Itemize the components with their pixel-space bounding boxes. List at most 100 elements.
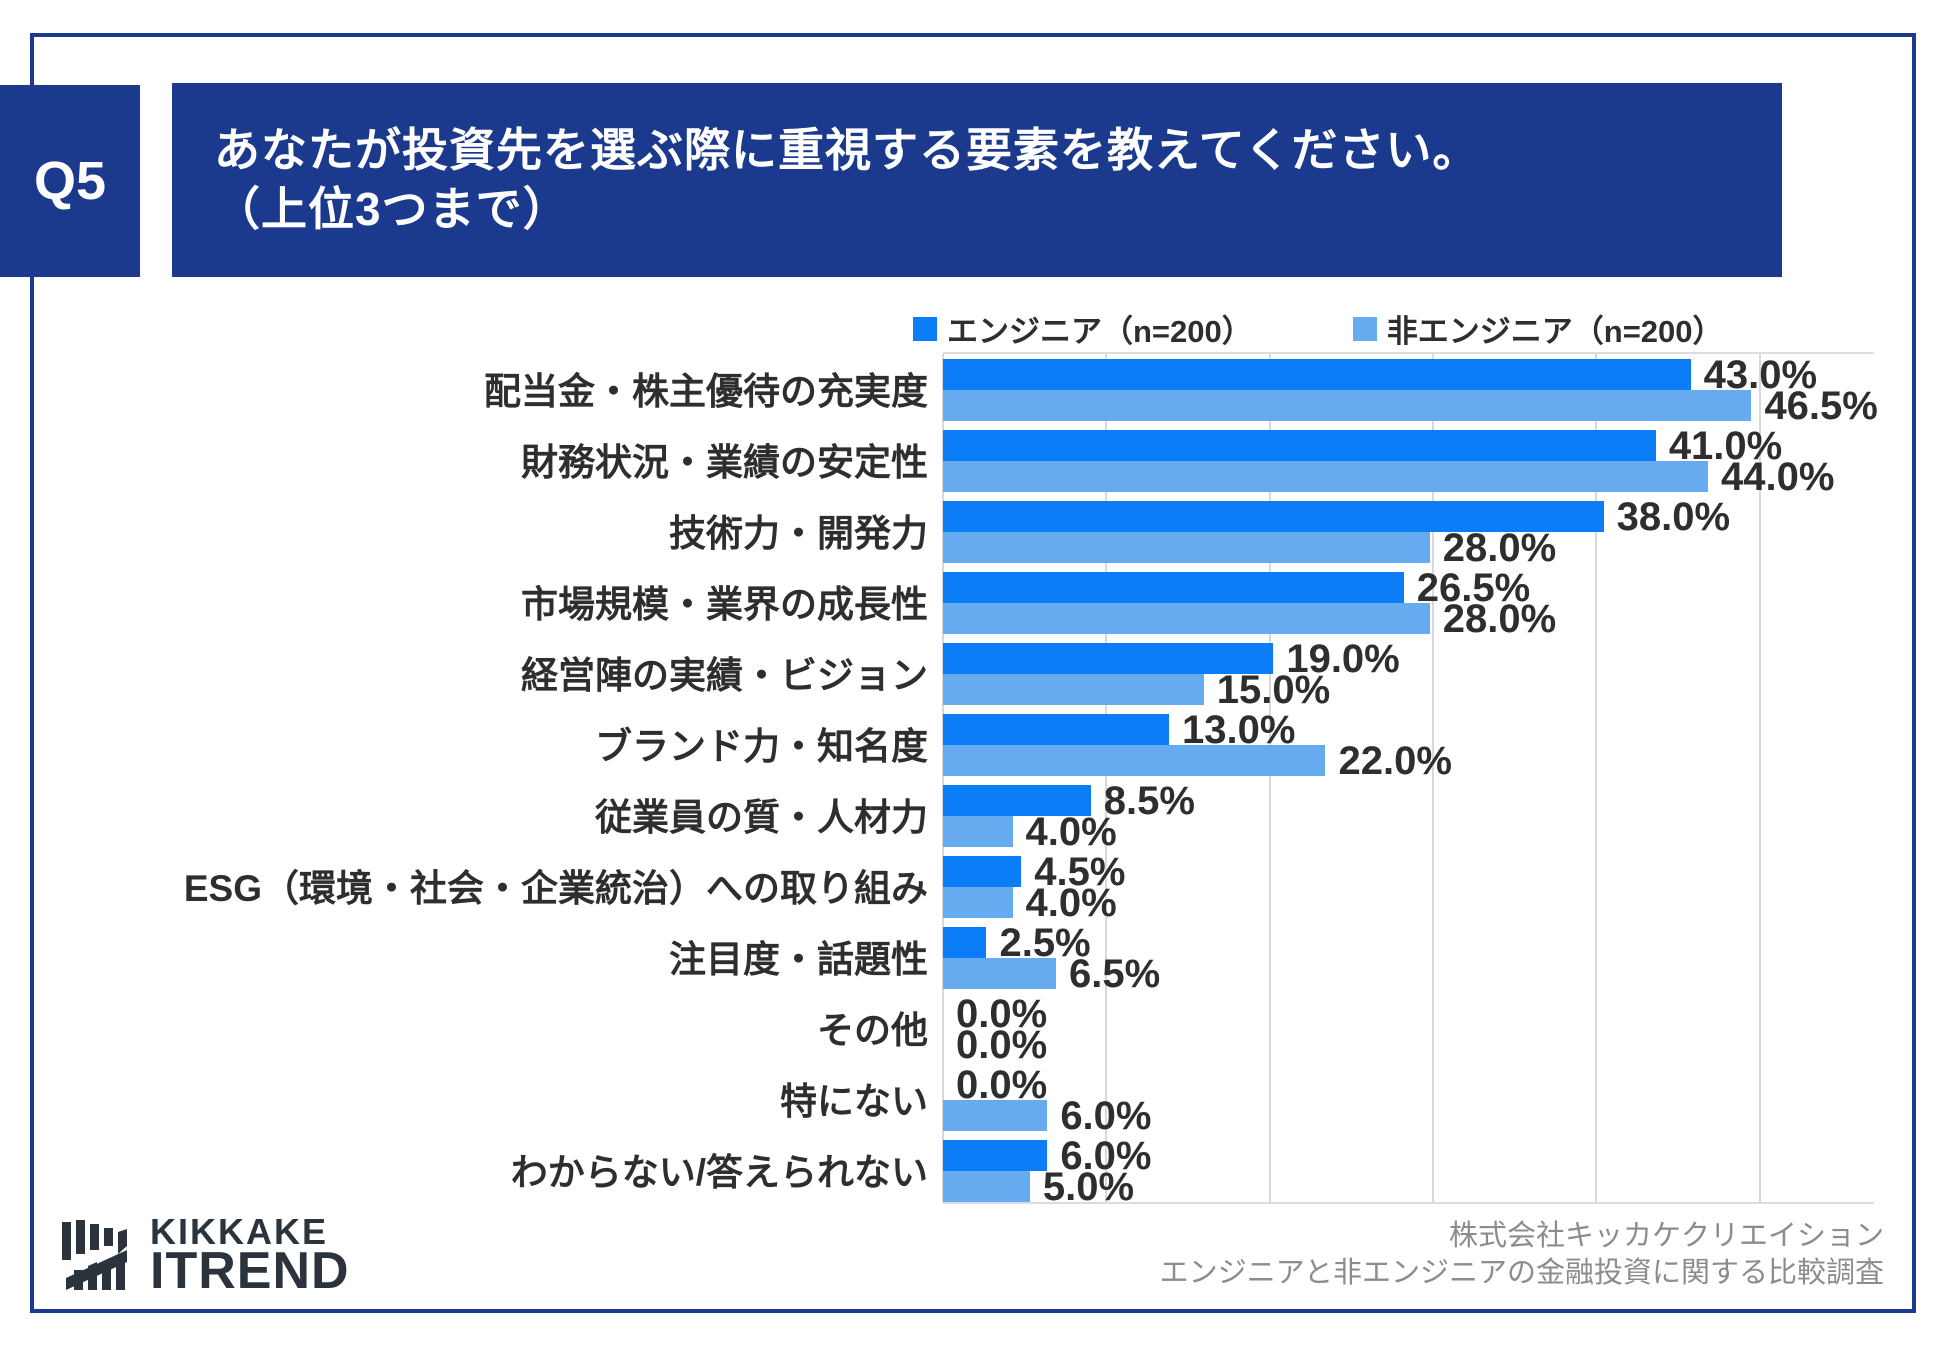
category-label: 配当金・株主優待の充実度 (484, 371, 928, 412)
bar-non-engineer (943, 1100, 1048, 1131)
bar-row: 6.5% (943, 954, 1934, 994)
legend-item-non-engineer: 非エンジニア（n=200） (1352, 306, 1724, 351)
question-number-box: Q5 (0, 85, 140, 277)
value-label: 44.0% (1720, 454, 1835, 499)
title-line-1: あなたが投資先を選ぶ際に重視する要素を教えてください。 (214, 124, 1480, 177)
gridline-50-percent (1758, 354, 1761, 1202)
value-label: 28.0% (1442, 525, 1557, 570)
legend-swatch-engineer (913, 316, 937, 341)
bar-row: 8.5% (943, 781, 1934, 821)
category-labels: 配当金・株主優待の充実度財務状況・業績の安定性技術力・開発力市場規模・業界の成長… (80, 352, 928, 1200)
bar-row: 22.0% (943, 741, 1934, 781)
category-label: 経営陣の実績・ビジョン (521, 655, 928, 696)
value-label: 4.5% (1034, 849, 1126, 894)
bar-non-engineer (943, 461, 1708, 492)
bar-row: 26.5% (943, 568, 1934, 608)
value-label: 46.5% (1764, 383, 1878, 428)
title-line-2: （上位3つまで） (214, 183, 570, 235)
bar-row: 15.0% (943, 670, 1934, 710)
bar-row: 2.5% (943, 923, 1934, 963)
bar-non-engineer (943, 816, 1013, 847)
bar-row: 44.0% (943, 457, 1934, 497)
logo-text-kikkake: KIKKAKE (150, 1211, 329, 1252)
bar-non-engineer (943, 390, 1752, 421)
value-label: 8.5% (1103, 778, 1195, 823)
value-label: 0.0% (956, 1022, 1048, 1067)
value-label: 6.0% (1060, 1093, 1152, 1138)
credit-line-2: エンジニアと非エンジニアの金融投資に関する比較調査 (1159, 1257, 1884, 1290)
gridline-20-percent (1268, 354, 1271, 1202)
kikkake-itrend-logo-icon (62, 1219, 127, 1290)
category-label: 従業員の質・人材力 (595, 797, 928, 838)
bar-row: 0.0% (943, 1065, 1934, 1105)
value-label: 2.5% (999, 920, 1091, 965)
value-label: 15.0% (1216, 667, 1331, 712)
category-label: 財務状況・業績の安定性 (521, 442, 928, 483)
footer-logo: KIKKAKE ITREND (62, 1211, 350, 1297)
gridline-30-percent (1432, 354, 1434, 1202)
question-title-banner: あなたが投資先を選ぶ際に重視する要素を教えてください。 （上位3つまで） (172, 83, 1782, 277)
bar-row: 43.0% (943, 355, 1934, 395)
category-label: 注目度・話題性 (669, 939, 928, 980)
bar-row: 0.0% (943, 1025, 1934, 1065)
bar-non-engineer (943, 674, 1204, 705)
value-label: 4.0% (1025, 880, 1117, 925)
bar-row: 6.0% (943, 1096, 1934, 1136)
gridline-0-percent (942, 354, 944, 1202)
value-label: 38.0% (1616, 494, 1731, 539)
value-label: 4.0% (1025, 809, 1117, 854)
logo-wordmark: KIKKAKE ITREND (150, 1211, 350, 1297)
category-label: その他 (817, 1010, 928, 1051)
bar-engineer (943, 572, 1404, 603)
bar-non-engineer (943, 603, 1430, 634)
bar-engineer (943, 1140, 1048, 1171)
category-label: 市場規模・業界の成長性 (521, 584, 928, 625)
bar-engineer (943, 501, 1604, 532)
value-label: 6.5% (1069, 951, 1161, 996)
bar-row: 4.5% (943, 852, 1934, 892)
value-label: 0.0% (956, 1062, 1048, 1107)
bar-row: 19.0% (943, 639, 1934, 679)
legend-swatch-non-engineer (1352, 316, 1377, 341)
category-label: 技術力・開発力 (669, 513, 928, 554)
bar-engineer (943, 430, 1656, 461)
legend-label-non-engineer: 非エンジニア（n=200） (1386, 314, 1724, 349)
bar-row: 38.0% (943, 497, 1934, 537)
legend: エンジニア（n=200） 非エンジニア（n=200） (913, 306, 1724, 351)
bar-row: 0.0% (943, 994, 1934, 1034)
value-label: 43.0% (1703, 352, 1818, 397)
plot-area: 43.0% 46.5% 41.0% 44.0% 38.0% 28.0% 26.5% 28.0%… (942, 352, 1878, 1207)
value-label: 0.0% (956, 991, 1048, 1036)
bar-non-engineer (943, 745, 1326, 776)
value-label: 22.0% (1338, 738, 1452, 783)
gridline-10-percent (1105, 354, 1108, 1202)
bar-row: 13.0% (943, 710, 1934, 750)
value-label: 26.5% (1416, 565, 1531, 610)
value-label: 13.0% (1182, 707, 1296, 752)
bar-engineer (943, 714, 1170, 745)
bar-non-engineer (943, 532, 1430, 563)
bar-row: 46.5% (943, 386, 1934, 426)
bar-row: 4.0% (943, 883, 1934, 923)
category-label: わからない/答えられない (510, 1152, 928, 1193)
value-label: 6.0% (1060, 1133, 1152, 1178)
value-label: 28.0% (1442, 596, 1557, 641)
gridline-40-percent (1595, 354, 1598, 1202)
legend-label-engineer: エンジニア（n=200） (947, 314, 1253, 349)
value-label: 41.0% (1668, 423, 1783, 468)
bar-row: 6.0% (943, 1136, 1934, 1176)
question-number: Q5 (33, 151, 107, 211)
bar-non-engineer (943, 958, 1056, 989)
value-label: 19.0% (1286, 636, 1400, 681)
category-label: 特にない (780, 1081, 928, 1122)
bar-row: 28.0% (943, 528, 1934, 568)
bar-row: 5.0% (943, 1167, 1934, 1207)
bar-non-engineer (943, 887, 1013, 918)
credit-line-1: 株式会社キッカケクリエイション (1448, 1220, 1884, 1252)
bar-engineer (943, 856, 1022, 887)
bar-engineer (943, 643, 1274, 674)
category-label: ESG（環境・社会・企業統治）への取り組み (183, 868, 928, 909)
footer-credit: 株式会社キッカケクリエイション エンジニアと非エンジニアの金融投資に関する比較調… (1160, 1218, 1884, 1292)
legend-item-engineer: エンジニア（n=200） (913, 306, 1253, 351)
bar-engineer (943, 785, 1091, 816)
